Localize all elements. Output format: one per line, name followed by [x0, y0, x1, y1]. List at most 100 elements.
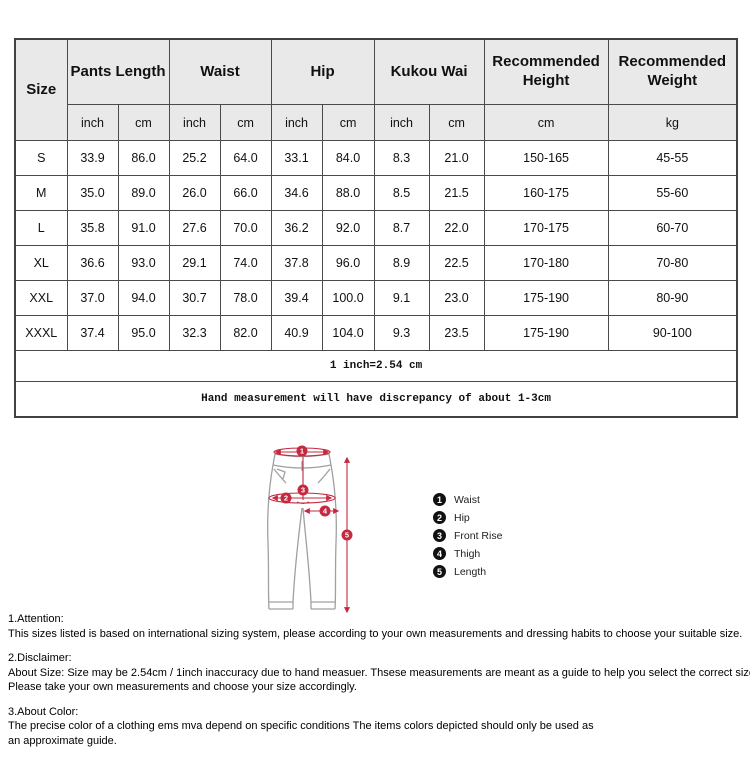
measurement-marker-circles: 1 2 3 4 5 — [280, 445, 353, 541]
legend-item-waist: 1 Waist — [433, 493, 502, 506]
table-cell: 95.0 — [117, 315, 170, 351]
table-cell: 94.0 — [117, 280, 170, 316]
table-cell: 160-175 — [483, 175, 609, 211]
notes-section: 1.Attention: This sizes listed is based … — [8, 612, 750, 758]
marker-2: 2 — [284, 494, 288, 503]
table-cell: 33.9 — [66, 140, 119, 176]
note-disclaimer: 2.Disclaimer: About Size: Size may be 2.… — [8, 651, 750, 695]
header-size: Size — [14, 38, 68, 141]
header-pants-length: Pants Length — [66, 38, 170, 105]
table-cell: 35.0 — [66, 175, 119, 211]
table-cell: 8.5 — [373, 175, 430, 211]
table-cell: 29.1 — [168, 245, 221, 281]
marker-1: 1 — [300, 447, 304, 456]
size-cell: XL — [14, 245, 68, 281]
note-title: 1.Attention: — [8, 613, 64, 625]
table-cell: 30.7 — [168, 280, 221, 316]
legend-item-length: 5 Length — [433, 565, 502, 578]
table-cell: 8.3 — [373, 140, 430, 176]
size-cell: XXXL — [14, 315, 68, 351]
size-chart-table: Size Pants Length Waist Hip Kukou Wai Re… — [14, 38, 739, 418]
table-cell: 170-180 — [483, 245, 609, 281]
unit-header: cm — [428, 104, 485, 141]
table-cell: 23.0 — [428, 280, 485, 316]
table-cell: 60-70 — [607, 210, 738, 246]
table-header-row-groups: Size Pants Length Waist Hip Kukou Wai Re… — [14, 38, 738, 141]
table-cell: 36.6 — [66, 245, 119, 281]
size-cell: M — [14, 175, 68, 211]
table-cell: 91.0 — [117, 210, 170, 246]
note-attention: 1.Attention: This sizes listed is based … — [8, 612, 750, 641]
table-cell: 104.0 — [321, 315, 375, 351]
pants-diagram: 1 2 3 4 5 — [248, 438, 373, 623]
table-cell: 70-80 — [607, 245, 738, 281]
note-text: Please take your own measurements and ch… — [8, 681, 357, 693]
note-about-color: 3.About Color: The precise color of a cl… — [8, 705, 750, 749]
table-cell: 92.0 — [321, 210, 375, 246]
unit-header: kg — [607, 104, 738, 141]
table-cell: 23.5 — [428, 315, 485, 351]
table-cell: 37.0 — [66, 280, 119, 316]
size-cell: XXL — [14, 280, 68, 316]
table-cell: 21.5 — [428, 175, 485, 211]
unit-header: inch — [270, 104, 323, 141]
unit-header: cm — [219, 104, 272, 141]
table-cell: 33.1 — [270, 140, 323, 176]
table-cell: 86.0 — [117, 140, 170, 176]
note-title: 3.About Color: — [8, 705, 79, 718]
table-cell: 39.4 — [270, 280, 323, 316]
table-cell: 22.5 — [428, 245, 485, 281]
table-cell: 175-190 — [483, 315, 609, 351]
table-cell: 78.0 — [219, 280, 272, 316]
table-cell: 93.0 — [117, 245, 170, 281]
table-cell: 40.9 — [270, 315, 323, 351]
table-cell: 64.0 — [219, 140, 272, 176]
unit-header: inch — [373, 104, 430, 141]
table-header-row-units: inch cm inch cm inch cm inch cm cm kg — [15, 104, 738, 141]
table-cell: 55-60 — [607, 175, 738, 211]
legend-item-front-rise: 3 Front Rise — [433, 529, 502, 542]
table-row-s: S 33.9 86.0 25.2 64.0 33.1 84.0 8.3 21.0… — [14, 140, 738, 176]
table-footnote-row: 1 inch=2.54 cm — [14, 350, 738, 382]
table-cell: 100.0 — [321, 280, 375, 316]
header-recommended-height: Recommended Height — [483, 38, 609, 105]
note-text: About Size: Size may be 2.54cm / 1inch i… — [8, 666, 750, 679]
table-cell: 25.2 — [168, 140, 221, 176]
table-row-l: L 35.8 91.0 27.6 70.0 36.2 92.0 8.7 22.0… — [14, 210, 738, 246]
legend-label: Front Rise — [454, 529, 503, 542]
pants-outline — [267, 453, 337, 610]
table-cell: 45-55 — [607, 140, 738, 176]
table-cell: 150-165 — [483, 140, 609, 176]
note-text: an approximate guide. — [8, 734, 117, 747]
table-cell: 37.4 — [66, 315, 119, 351]
note-text: This sizes listed is based on internatio… — [8, 627, 743, 640]
pants-diagram-svg: 1 2 3 4 5 — [267, 445, 353, 614]
legend-number-badge: 2 — [433, 511, 446, 524]
table-row-xxl: XXL 37.0 94.0 30.7 78.0 39.4 100.0 9.1 2… — [14, 280, 738, 316]
legend-label: Thigh — [454, 547, 481, 560]
table-cell: 36.2 — [270, 210, 323, 246]
table-footnote-row: Hand measurement will have discrepancy o… — [14, 381, 738, 418]
table-cell: 8.9 — [373, 245, 430, 281]
legend-number-badge: 5 — [433, 565, 446, 578]
table-row-m: M 35.0 89.0 26.0 66.0 34.6 88.0 8.5 21.5… — [14, 175, 738, 211]
footnote-hand-measurement: Hand measurement will have discrepancy o… — [14, 381, 738, 418]
diagram-legend: 1 Waist 2 Hip 3 Front Rise 4 Thigh 5 Len… — [433, 493, 502, 578]
legend-item-hip: 2 Hip — [433, 511, 502, 524]
table-cell: 70.0 — [219, 210, 272, 246]
unit-header: cm — [117, 104, 170, 141]
table-cell: 80-90 — [607, 280, 738, 316]
marker-5: 5 — [345, 531, 349, 540]
legend-label: Waist — [454, 493, 480, 506]
note-title: 2.Disclaimer: — [8, 652, 72, 664]
legend-number-badge: 1 — [433, 493, 446, 506]
header-waist: Waist — [168, 38, 272, 105]
table-row-xl: XL 36.6 93.0 29.1 74.0 37.8 96.0 8.9 22.… — [14, 245, 738, 281]
marker-4: 4 — [323, 507, 328, 516]
table-cell: 27.6 — [168, 210, 221, 246]
table-cell: 9.3 — [373, 315, 430, 351]
table-cell: 66.0 — [219, 175, 272, 211]
legend-label: Hip — [454, 511, 470, 524]
table-cell: 175-190 — [483, 280, 609, 316]
